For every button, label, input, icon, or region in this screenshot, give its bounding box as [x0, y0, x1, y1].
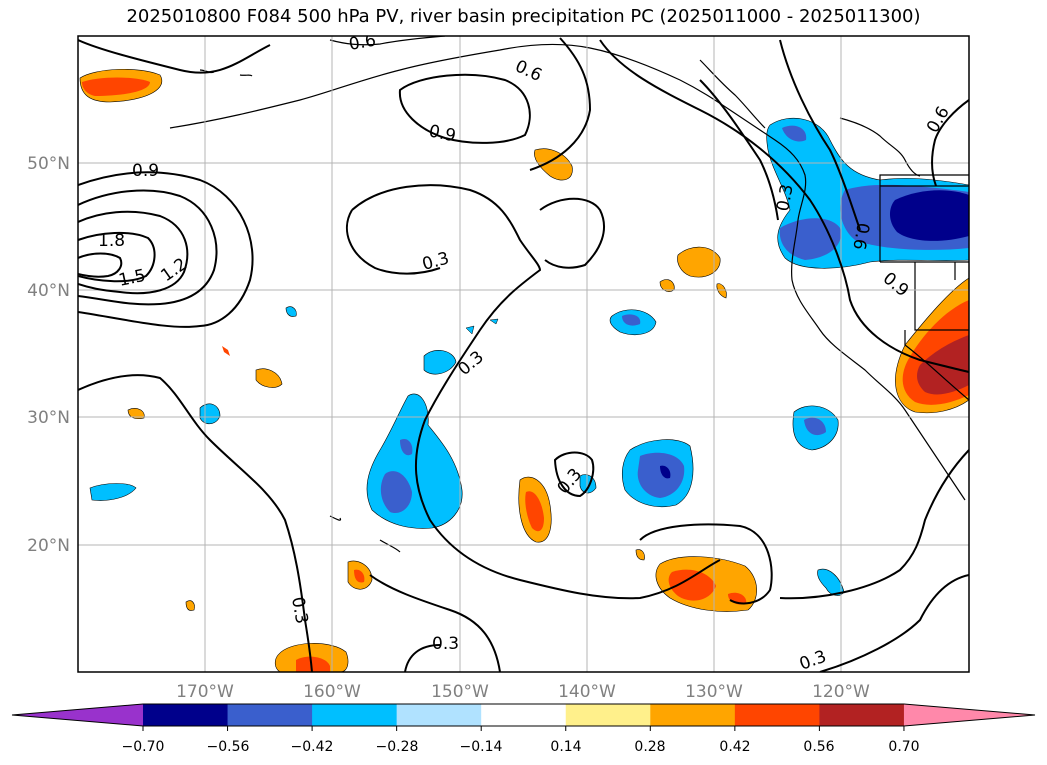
- contour-label: 0.9: [132, 161, 159, 181]
- longitude-labels: 170°W 160°W 150°W 140°W 130°W 120°W: [176, 682, 870, 702]
- gridlines: [78, 36, 969, 672]
- colorbar-label: −0.56: [207, 739, 250, 755]
- colorbar-labels: −0.70 −0.56 −0.42 −0.28 −0.14 0.14 0.28 …: [122, 739, 920, 755]
- colorbar-swatch: [481, 704, 567, 726]
- colorbar-swatch: [650, 704, 736, 726]
- map-area: 0.6 0.6 0.9 0.9 1.8 1.5 1.2 0.3 0.3 0.3 …: [78, 31, 969, 672]
- colorbar-swatch: [734, 704, 820, 726]
- lat-tick-label: 50°N: [27, 154, 70, 174]
- lon-tick-label: 120°W: [812, 682, 870, 702]
- contour-label: 0.6: [848, 221, 872, 251]
- colorbar-label: 0.42: [719, 739, 750, 755]
- colorbar-extend-low: [12, 704, 143, 726]
- lon-tick-label: 160°W: [303, 682, 361, 702]
- lat-tick-label: 30°N: [27, 408, 70, 428]
- colorbar: [11, 703, 1036, 731]
- precip-negative-areas: [89, 117, 969, 596]
- map-frame: [77, 35, 970, 673]
- latitude-labels: 50°N 40°N 30°N 20°N: [27, 154, 70, 556]
- colorbar-extend-high: [903, 704, 1035, 726]
- coastlines: [169, 36, 969, 553]
- colorbar-swatch: [819, 704, 905, 726]
- colorbar-label: −0.70: [122, 739, 165, 755]
- lon-tick-label: 140°W: [558, 682, 616, 702]
- colorbar-label: 0.56: [803, 739, 834, 755]
- precip-positive-areas: [79, 68, 969, 672]
- colorbar-label: −0.42: [291, 739, 334, 755]
- contour-label: 0.3: [287, 595, 311, 625]
- contour-label: 1.8: [98, 231, 125, 251]
- colorbar-swatch: [312, 704, 398, 726]
- lon-tick-label: 130°W: [685, 682, 743, 702]
- contour-label: 0.3: [432, 634, 459, 654]
- contour-label: 0.6: [347, 31, 377, 55]
- lat-tick-label: 20°N: [27, 536, 70, 556]
- colorbar-label: 0.70: [888, 739, 919, 755]
- map-title: 2025010800 F084 500 hPa PV, river basin …: [126, 6, 921, 27]
- lon-tick-label: 150°W: [431, 682, 489, 702]
- colorbar-label: 0.14: [550, 739, 581, 755]
- colorbar-swatch: [143, 704, 229, 726]
- colorbar-swatch: [565, 704, 651, 726]
- colorbar-swatch: [227, 704, 313, 726]
- colorbar-label: −0.14: [460, 739, 503, 755]
- colorbar-label: 0.28: [634, 739, 665, 755]
- lat-tick-label: 40°N: [27, 281, 70, 301]
- colorbar-label: −0.28: [376, 739, 419, 755]
- contour-label: 0.3: [773, 183, 797, 213]
- pv-contours: [78, 37, 969, 672]
- colorbar-swatch: [396, 704, 482, 726]
- lon-tick-label: 170°W: [176, 682, 234, 702]
